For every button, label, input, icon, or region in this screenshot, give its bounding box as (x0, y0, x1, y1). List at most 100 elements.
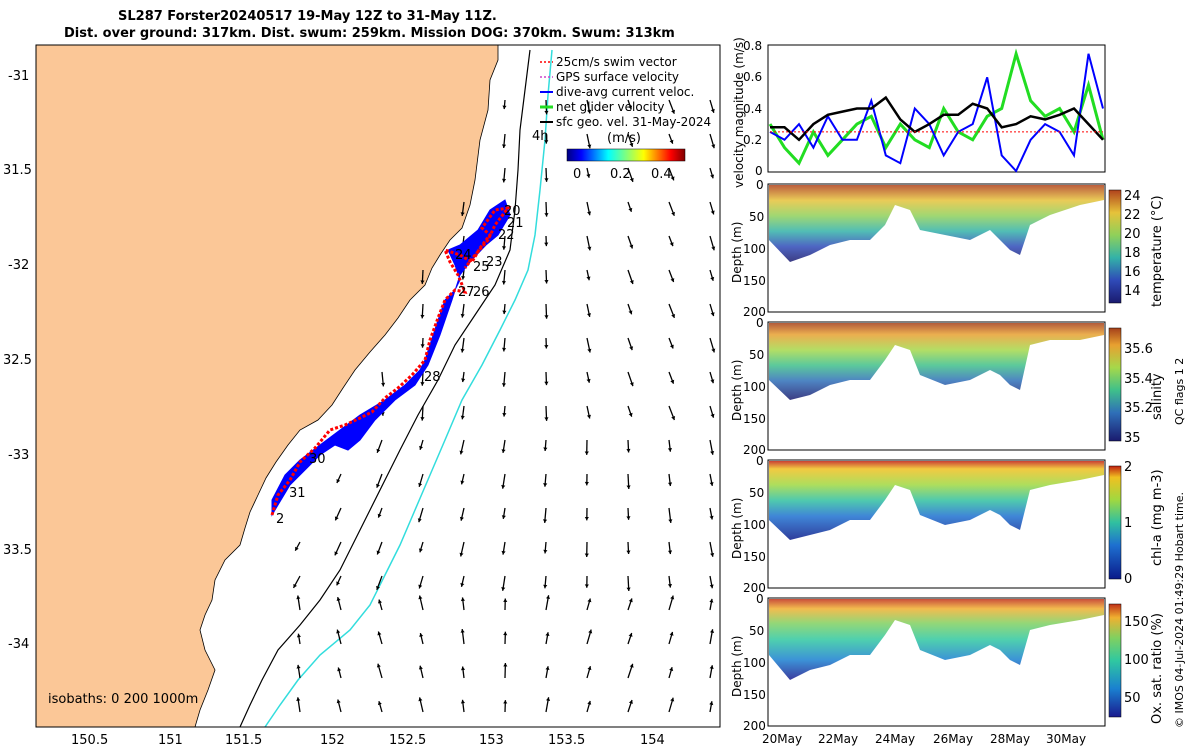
current-arrowhead (584, 584, 589, 588)
current-arrowhead (501, 485, 506, 489)
current-arrowhead (376, 585, 380, 590)
current-arrowhead (544, 242, 549, 247)
current-arrowhead (336, 597, 341, 601)
legend-geo-velocity: sfc geo. vel. 31-May-2024 (556, 115, 712, 129)
current-arrowhead (461, 378, 466, 383)
chla-depth-tick: 150 (743, 550, 766, 564)
current-arrowhead (544, 381, 549, 386)
current-arrowhead (669, 242, 674, 247)
current-arrowhead (671, 314, 676, 318)
current-arrowhead (710, 174, 715, 179)
sal-depth-tick: 50 (749, 348, 765, 362)
current-arrowhead (586, 276, 591, 281)
velocity-series-line (768, 48, 1105, 166)
current-arrowhead (544, 345, 549, 349)
current-arrowhead (503, 631, 508, 636)
current-arrowhead (377, 513, 382, 518)
lon-tick: 151.5 (225, 733, 263, 748)
current-arrowhead (501, 550, 506, 555)
temp-depth-tick: 50 (749, 210, 765, 224)
velocity-series-line (769, 53, 1104, 173)
current-arrowhead (544, 140, 549, 144)
current-arrowhead (584, 517, 589, 521)
chart-title-line1: SL287 Forster20240517 19-May 12Z to 31-M… (118, 9, 497, 24)
current-arrowhead (587, 700, 592, 705)
current-arrowhead (460, 699, 465, 704)
current-arrowhead (419, 633, 424, 637)
current-arrowhead (711, 144, 716, 149)
current-arrowhead (293, 583, 297, 588)
ox-ylabel: Depth (m) (730, 635, 744, 697)
current-arrowhead (709, 665, 714, 669)
current-arrowhead (626, 448, 631, 453)
current-arrowhead (376, 448, 381, 453)
current-arrowhead (502, 246, 507, 250)
current-arrowhead (544, 417, 549, 421)
current-arrowhead (587, 348, 592, 353)
velocity-lines (768, 48, 1105, 173)
current-arrowhead (378, 599, 382, 604)
chla-cbar-tick: 1 (1124, 516, 1133, 531)
temp-depth-tick: 100 (743, 242, 766, 256)
time-tick: 30May (1046, 732, 1087, 746)
current-arrowhead (544, 213, 549, 217)
day-label: 28 (424, 370, 441, 385)
time-tick: 20May (762, 732, 803, 746)
current-arrowhead (587, 144, 592, 149)
time-tick: 26May (933, 732, 974, 746)
current-arrowhead (296, 697, 301, 701)
salinity-section (769, 323, 1104, 400)
lon-tick: 152 (320, 733, 345, 748)
day-label: 22 (498, 228, 515, 243)
current-arrowhead (502, 105, 507, 110)
current-arrowhead (626, 587, 631, 591)
temp-cbar-tick: 14 (1124, 284, 1141, 299)
current-arrowhead (459, 552, 464, 557)
ox-cbar-tick: 50 (1124, 691, 1141, 706)
current-arrowhead (669, 344, 674, 349)
lat-tick: -32 (8, 258, 30, 273)
sal-cbar-tick: 35.2 (1124, 401, 1153, 416)
current-arrowhead (503, 700, 508, 704)
current-arrowhead (460, 583, 465, 587)
current-arrowhead (336, 581, 340, 586)
day-label: 25 (473, 260, 490, 275)
current-arrowhead (544, 178, 549, 182)
current-arrowhead (667, 448, 672, 452)
current-arrowhead (420, 417, 425, 421)
current-arrowhead (461, 666, 466, 671)
current-arrowhead (501, 449, 506, 453)
footer-copyright: © IMOS 04-Jul-2024 01:49:29 Hobart time. (1173, 492, 1186, 728)
current-arrowhead (629, 663, 634, 668)
sal-depth-tick: 0 (756, 316, 764, 330)
current-arrowhead (587, 666, 592, 671)
temp-depth-tick: 200 (743, 305, 766, 319)
day-label: 26 (473, 285, 490, 300)
current-arrowhead (629, 280, 634, 284)
day-label: 20 (504, 204, 521, 219)
current-arrowhead (587, 109, 592, 114)
current-arrowhead (671, 211, 675, 216)
current-arrowhead (710, 108, 715, 113)
current-arrowhead (629, 142, 634, 147)
legend-gps-velocity: GPS surface velocity (556, 70, 680, 84)
temp-depth-tick: 0 (756, 178, 764, 192)
sal-cbar-tick: 35.6 (1124, 342, 1153, 357)
current-arrowhead (711, 348, 716, 353)
current-arrowhead (337, 667, 342, 672)
temp-cbar-tick: 18 (1124, 246, 1141, 261)
current-arrowhead (459, 516, 464, 521)
current-arrowhead (670, 176, 675, 181)
time-tick: 24May (875, 732, 916, 746)
current-arrowhead (667, 584, 672, 588)
ox-cbar-tick: 150 (1124, 615, 1149, 630)
current-arrowhead (543, 519, 548, 523)
current-arrowhead (503, 663, 508, 667)
current-arrowhead (502, 310, 507, 315)
chla-depth-tick: 200 (743, 581, 766, 595)
current-arrowhead (668, 482, 673, 486)
current-arrowhead (626, 485, 631, 489)
temp-cbar-tick: 24 (1124, 189, 1141, 204)
current-arrowhead (545, 632, 550, 636)
current-arrowhead (501, 280, 506, 285)
